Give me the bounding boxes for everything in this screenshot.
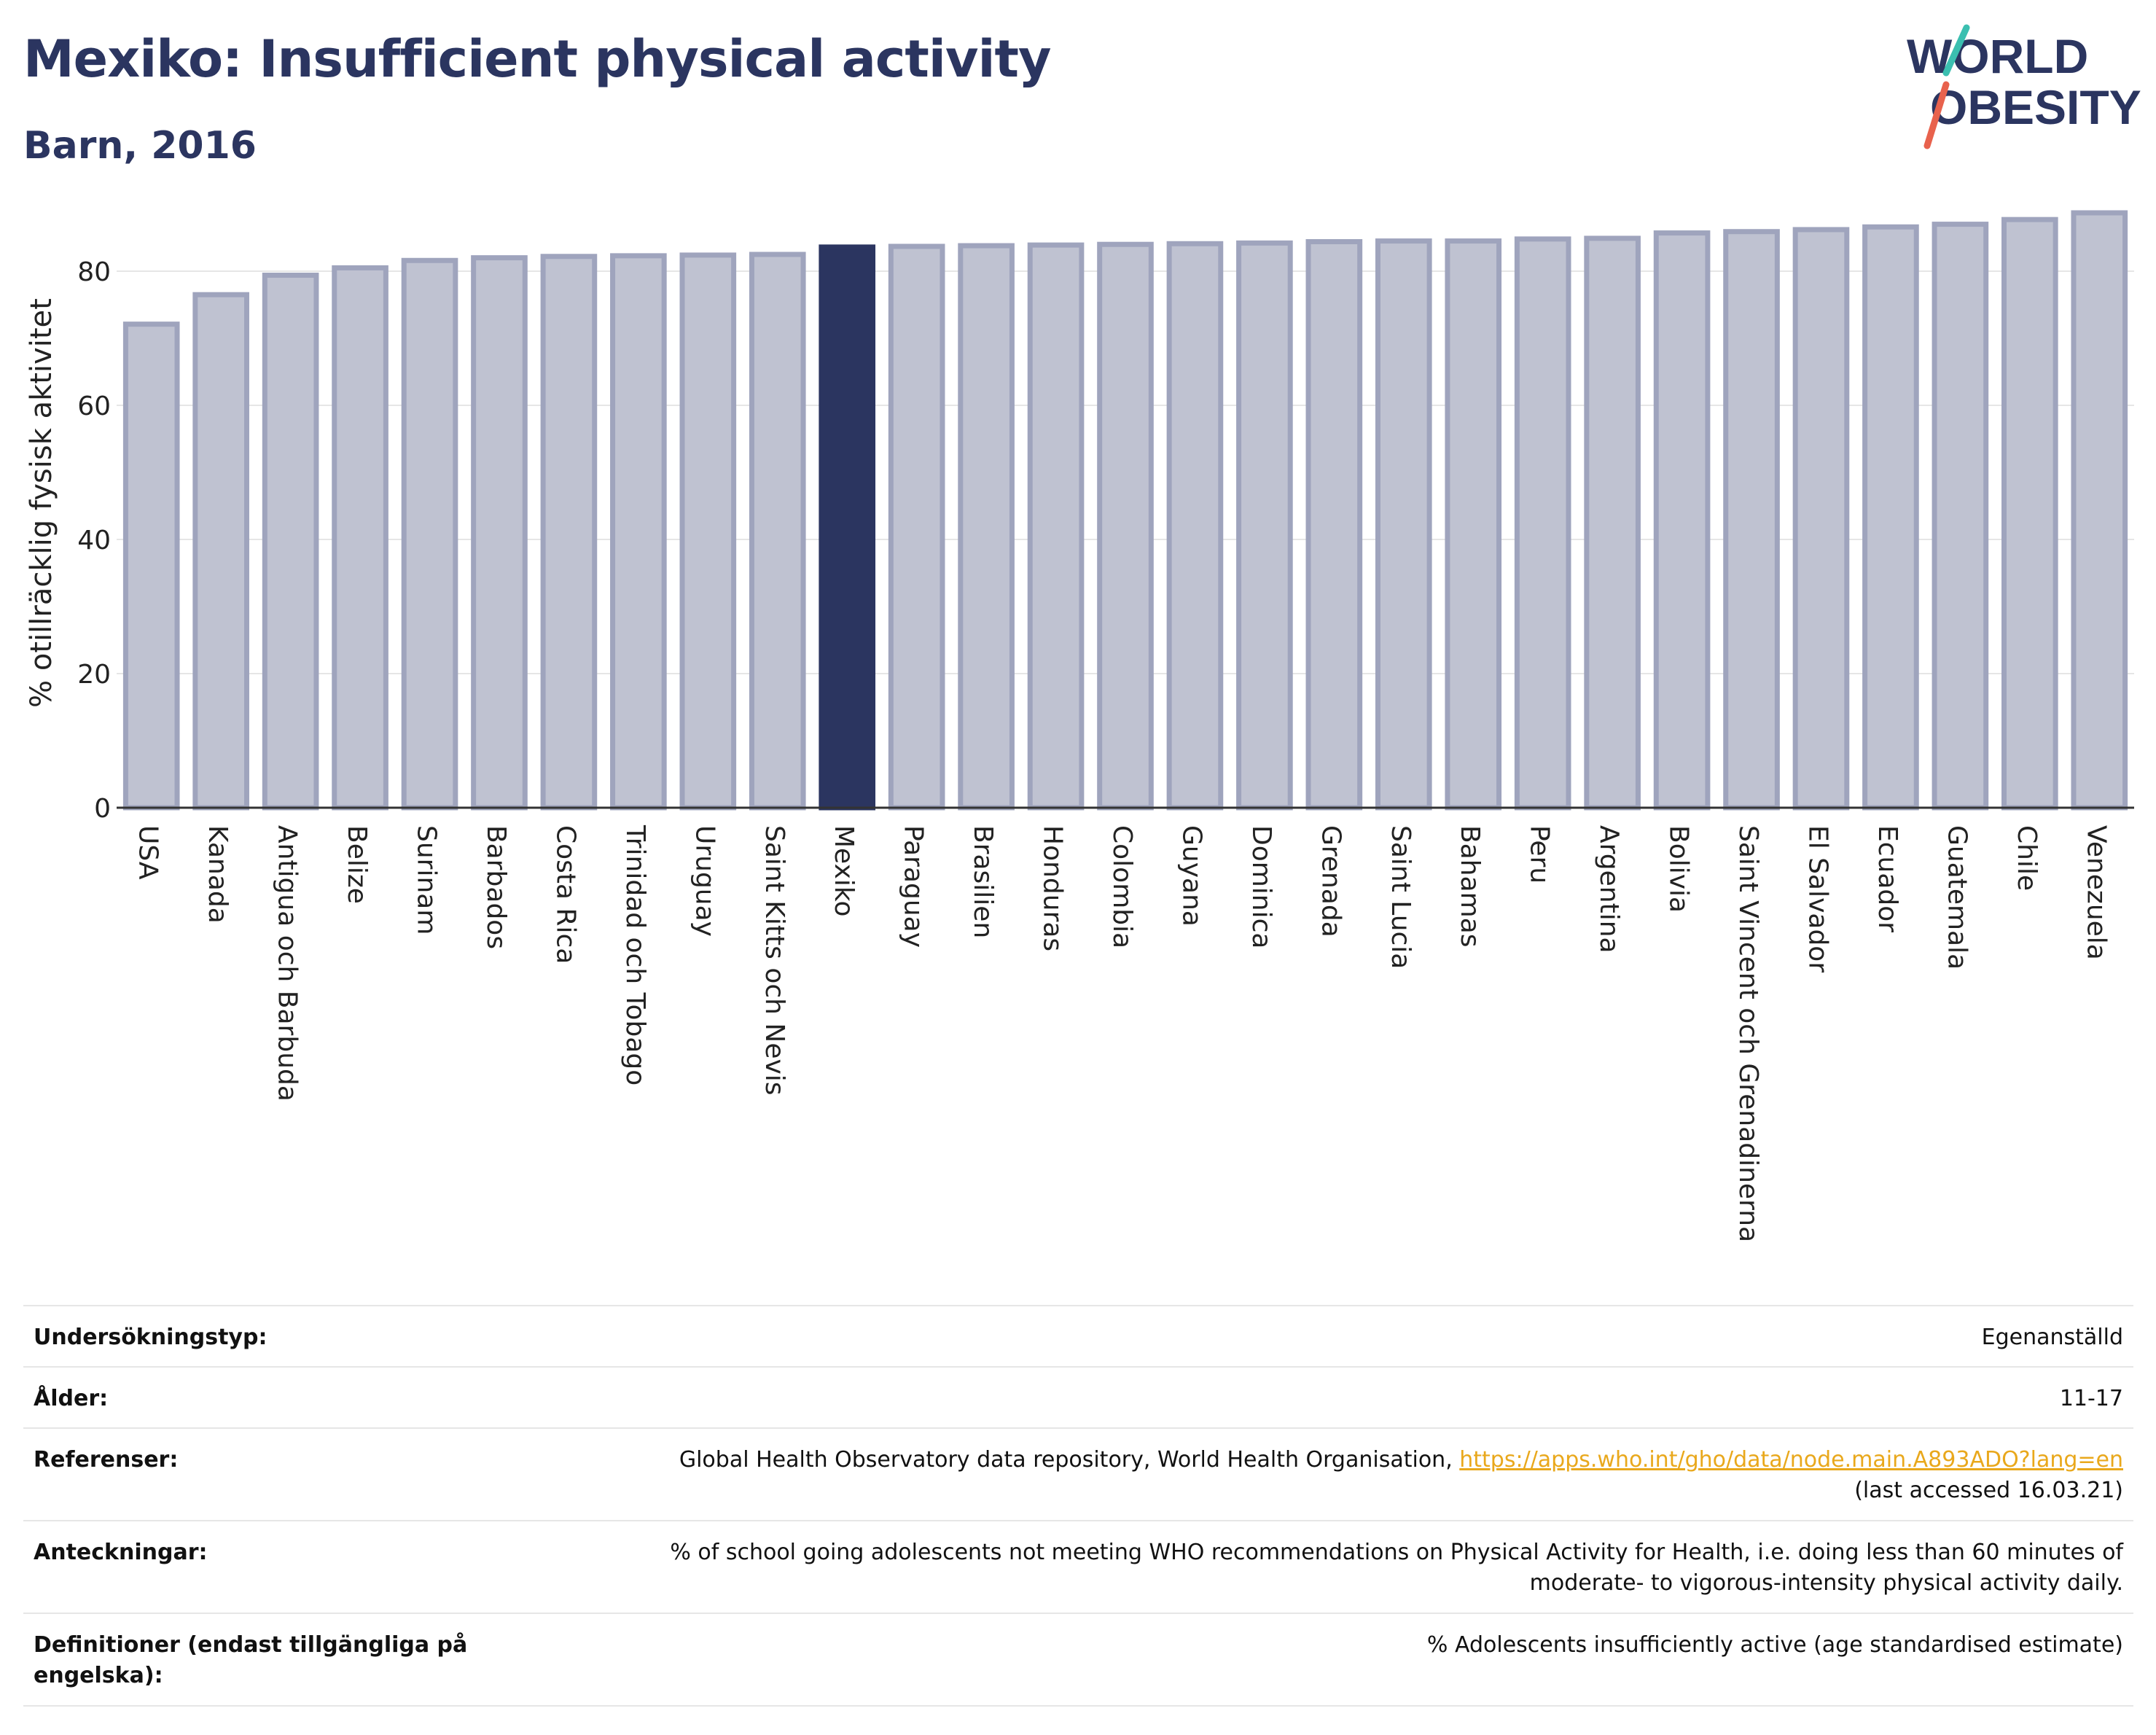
bar-surinam <box>401 257 458 811</box>
x-tick-label: Dominica <box>1246 825 1276 949</box>
x-tick-label: Uruguay <box>690 825 719 937</box>
x-tick-label: Saint Vincent och Grenadinerna <box>1733 825 1763 1242</box>
x-tick-label: Venezuela <box>2081 825 2111 960</box>
metadata-table: Undersökningstyp: Egenanställd Ålder: 11-17… <box>23 1305 2133 1707</box>
x-tick-label: Peru <box>1525 825 1555 884</box>
x-tick-label: Costa Rica <box>550 825 580 964</box>
axes: 0 20 40 60 80 USA Kanada Antigua och Barbuda Bel… <box>77 257 2134 1242</box>
bar-dominica <box>1236 240 1293 811</box>
meta-row: Definitioner (endast tillgängliga på eng… <box>23 1613 2133 1707</box>
bar-grenada <box>1305 239 1363 811</box>
x-tick-label: Surinam <box>412 825 442 935</box>
meta-row: Undersökningstyp: Egenanställd <box>23 1305 2133 1366</box>
meta-label: Ålder: <box>34 1386 109 1411</box>
meta-label: Referenser: <box>34 1447 179 1473</box>
bar-paraguay <box>888 243 945 811</box>
meta-value: % of school going adolescents not meetin… <box>670 1540 2123 1596</box>
bar-peru <box>1514 236 1571 811</box>
x-tick-label: Honduras <box>1038 825 1068 951</box>
x-tick-label: Trinidad och Tobago <box>620 824 650 1085</box>
bar-bolivia <box>1653 230 1711 811</box>
bar-mexiko <box>819 244 876 811</box>
bar-argentina <box>1584 235 1641 811</box>
bar-venezuela <box>2071 210 2128 811</box>
x-tick-label: Guatemala <box>1942 825 1972 970</box>
bar-el-salvador <box>1792 227 1850 811</box>
meta-value: % Adolescents insufficiently active (age… <box>1426 1632 2123 1658</box>
x-tick-label: Brasilien <box>968 825 998 938</box>
bars <box>122 210 2128 811</box>
bar-costa-rica <box>540 254 598 811</box>
bar-belize <box>332 265 388 811</box>
bar-bahamas <box>1445 238 1502 811</box>
page-subtitle: Barn, 2016 <box>23 124 257 168</box>
y-tick-label: 20 <box>77 660 111 690</box>
meta-value: Global Health Observatory data repositor… <box>679 1447 2123 1503</box>
logo-line2: OBESITY <box>1930 80 2141 134</box>
bar-chile <box>2001 217 2058 811</box>
bar-saint-lucia <box>1375 238 1432 811</box>
x-tick-label: Grenada <box>1316 825 1345 937</box>
y-axis-label: % otillräcklig fysisk aktivitet <box>25 298 58 708</box>
x-tick-label: Saint Kitts och Nevis <box>759 825 789 1096</box>
meta-row: Ålder: 11-17 <box>23 1366 2133 1427</box>
x-tick-label: USA <box>133 825 163 880</box>
bar-brasilien <box>958 243 1015 811</box>
x-tick-label: Mexiko <box>829 825 859 916</box>
meta-label: Definitioner (endast tillgängliga på eng… <box>34 1632 468 1688</box>
bar-uruguay <box>679 252 737 811</box>
world-obesity-logo: WORLD OBESITY <box>1907 24 2141 149</box>
meta-value: 11-17 <box>2059 1386 2123 1411</box>
reference-link[interactable]: https://apps.who.int/gho/data/node.main.… <box>1459 1447 2123 1473</box>
y-tick-label: 80 <box>77 257 111 287</box>
page-title: Mexiko: Insufficient physical activity <box>23 29 1052 89</box>
bar-usa <box>122 321 180 811</box>
bar-guatemala <box>1932 222 1989 811</box>
bar-saint-kitts-och-nevis <box>749 252 806 811</box>
meta-row: Anteckningar: % of school going adolescen… <box>23 1520 2133 1613</box>
bar-honduras <box>1027 242 1085 811</box>
bar-chart: 0 20 40 60 80 USA Kanada Antigua och Barbuda Bel… <box>25 210 2134 1242</box>
logo-line1: WORLD <box>1907 29 2088 83</box>
bar-saint-vincent-och-grenadinerna <box>1723 229 1780 811</box>
x-tick-label: Antigua och Barbuda <box>273 825 302 1102</box>
x-tick-label: Guyana <box>1176 825 1206 927</box>
meta-value: Egenanställd <box>1981 1325 2123 1350</box>
x-tick-label: Barbados <box>481 825 511 949</box>
y-tick-label: 60 <box>77 391 111 421</box>
bar-colombia <box>1097 241 1154 811</box>
x-tick-label: Kanada <box>203 825 233 924</box>
x-tick-label: Chile <box>2012 825 2042 891</box>
y-tick-label: 40 <box>77 526 111 555</box>
bar-barbados <box>471 255 528 811</box>
meta-row: Referenser: Global Health Observatory dat… <box>23 1427 2133 1520</box>
x-tick-label: Colombia <box>1107 825 1137 948</box>
bar-guyana <box>1166 241 1224 811</box>
y-tick-label: 0 <box>94 794 111 824</box>
meta-label: Undersökningstyp: <box>34 1325 267 1350</box>
bar-ecuador <box>1862 224 1919 811</box>
meta-label: Anteckningar: <box>34 1540 208 1565</box>
x-tick-label: Ecuador <box>1872 825 1902 932</box>
x-tick-label: Bahamas <box>1455 825 1485 948</box>
bar-kanada <box>192 292 249 811</box>
x-tick-label: Bolivia <box>1664 825 1694 913</box>
bar-antigua-och-barbuda <box>262 273 319 811</box>
x-tick-label: Saint Lucia <box>1386 825 1415 969</box>
x-tick-label: Belize <box>342 825 372 904</box>
x-tick-label: El Salvador <box>1802 825 1832 972</box>
x-tick-label: Paraguay <box>899 825 929 948</box>
x-tick-label: Argentina <box>1594 825 1624 954</box>
bar-trinidad-och-tobago <box>610 253 667 811</box>
